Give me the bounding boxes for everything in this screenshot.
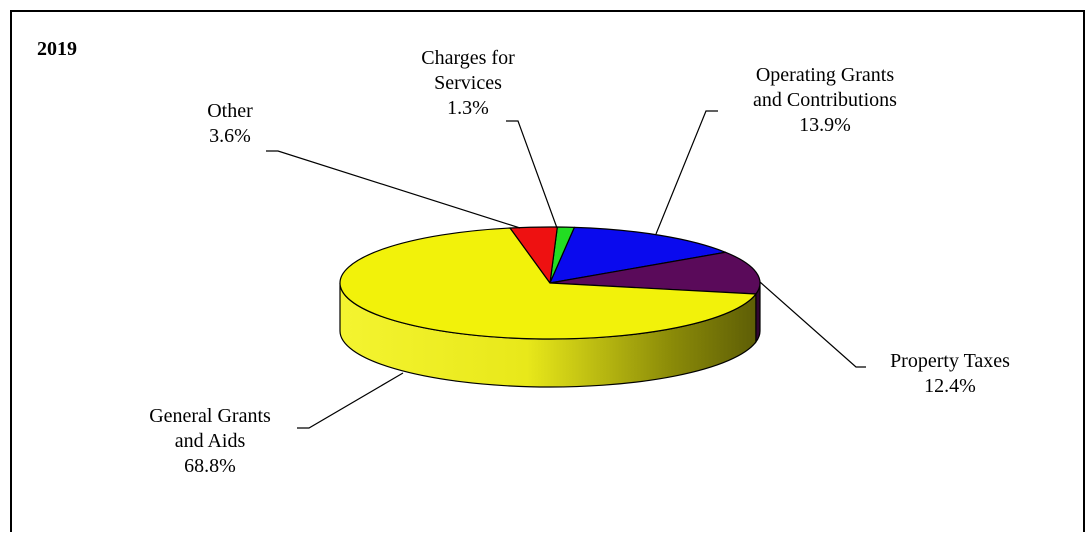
slice-percent: 3.6% (209, 125, 251, 147)
slice-name: General Grants (149, 405, 271, 427)
slice-percent: 12.4% (924, 375, 976, 397)
leader-line (655, 110, 718, 235)
slice-name: Property Taxes (890, 350, 1010, 372)
pie-slice-3 (339, 227, 757, 340)
slice-name: and Contributions (753, 89, 897, 111)
label-layer: Charges for Services 1.3% Operating Grants a… (149, 47, 1010, 477)
leader-line (266, 150, 521, 229)
pie-slice-2 (549, 251, 761, 295)
leader-line (297, 372, 404, 429)
slice-name: and Aids (175, 430, 246, 452)
slice-name: Services (434, 72, 502, 94)
pie-top-layer (339, 226, 761, 340)
slice-percent: 1.3% (447, 97, 489, 119)
slice-percent: 68.8% (184, 455, 236, 477)
slice-name: Charges for (421, 47, 515, 69)
slice-percent: 13.9% (799, 114, 851, 136)
slice-name: Operating Grants (756, 64, 895, 86)
slice-label-3: General Grants and Aids 68.8% (149, 372, 404, 477)
slice-label-4: Other 3.6% (207, 100, 521, 229)
slice-label-0: Charges for Services 1.3% (421, 47, 558, 229)
pie-slice-4 (509, 226, 558, 284)
leader-line (506, 120, 558, 229)
leader-line (759, 281, 866, 368)
slice-label-1: Operating Grants and Contributions 13.9% (655, 64, 897, 235)
slice-name: Other (207, 100, 253, 122)
chart-title: 2019 (37, 38, 77, 60)
slice-label-2: Property Taxes 12.4% (759, 281, 1010, 397)
pie-slice-1 (549, 226, 727, 284)
